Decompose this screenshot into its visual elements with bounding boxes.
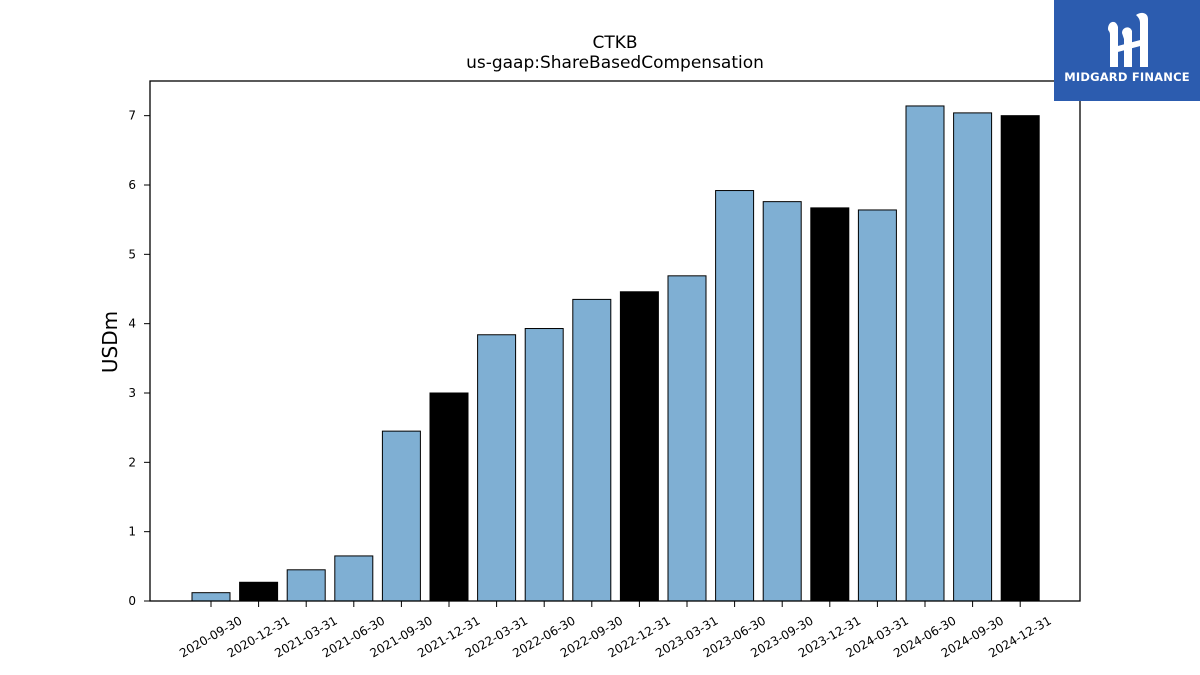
y-tick-label: 7 bbox=[128, 109, 136, 123]
chart-title: CTKB bbox=[592, 33, 637, 53]
bar-2020-09-30 bbox=[191, 592, 231, 602]
bar-2024-09-30 bbox=[953, 112, 993, 602]
bar-2022-12-31 bbox=[619, 291, 659, 602]
bar-2023-03-31 bbox=[667, 275, 707, 602]
bar-2021-06-30 bbox=[334, 555, 374, 602]
y-tick-label: 4 bbox=[128, 317, 136, 331]
bar-2023-06-30 bbox=[715, 190, 755, 602]
bar-2021-03-31 bbox=[286, 569, 326, 602]
y-axis-ticks: 0 1 2 3 4 5 6 7 bbox=[128, 109, 150, 608]
y-tick-label: 1 bbox=[128, 525, 136, 539]
bar-2023-12-31 bbox=[810, 207, 850, 602]
bar-2024-03-31 bbox=[857, 209, 897, 602]
midgard-finance-logo: MIDGARD FINANCE bbox=[1054, 0, 1200, 101]
plot-frame bbox=[149, 80, 1081, 602]
bar-2024-12-31 bbox=[1000, 115, 1040, 602]
bars-group bbox=[191, 105, 1040, 602]
bar-2024-06-30 bbox=[905, 105, 945, 602]
bar-2022-09-30 bbox=[572, 298, 612, 602]
x-axis-ticks: 2020-09-302020-12-312021-03-312021-06-30… bbox=[177, 601, 1054, 660]
y-tick-label: 5 bbox=[128, 247, 136, 261]
y-tick-label: 3 bbox=[128, 386, 136, 400]
y-tick-label: 2 bbox=[128, 455, 136, 469]
midgard-logo-icon bbox=[1108, 12, 1148, 67]
bar-2022-03-31 bbox=[477, 334, 517, 602]
bar-2021-09-30 bbox=[381, 430, 421, 602]
logo-text: MIDGARD FINANCE bbox=[1064, 70, 1190, 84]
y-axis-label: USDm bbox=[98, 311, 122, 373]
chart-subtitle: us-gaap:ShareBasedCompensation bbox=[466, 53, 764, 73]
bar-2021-12-31 bbox=[429, 392, 469, 602]
y-tick-label: 0 bbox=[128, 594, 136, 608]
y-tick-label: 6 bbox=[128, 178, 136, 192]
bar-2022-06-30 bbox=[524, 328, 564, 602]
bar-2023-09-30 bbox=[762, 201, 802, 602]
bar-2020-12-31 bbox=[239, 581, 279, 602]
